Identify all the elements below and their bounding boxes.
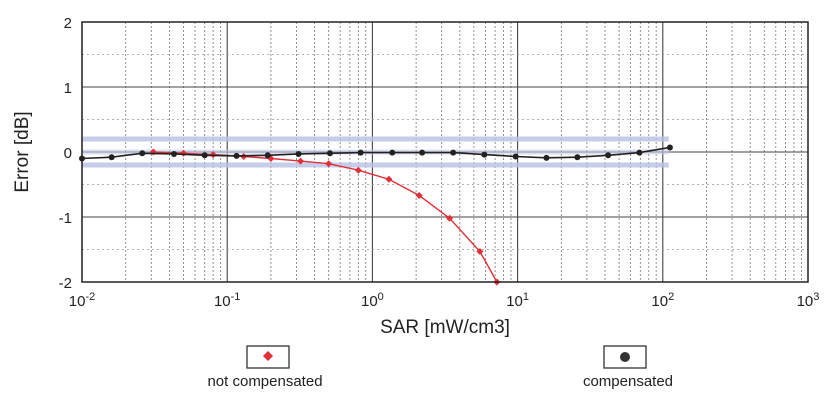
data-point-compensated: [512, 153, 519, 160]
data-point-compensated: [389, 149, 396, 156]
data-point-compensated: [574, 154, 581, 161]
data-point-compensated: [636, 149, 643, 156]
data-point-compensated: [108, 154, 115, 161]
series-layer: [79, 144, 673, 286]
legend-item-not-compensated: not compensated: [207, 345, 323, 390]
legend-item-compensated: compensated: [583, 345, 673, 390]
data-point-not-compensated: [325, 160, 333, 168]
x-tick-label: 101: [506, 291, 529, 310]
y-tick-label: 1: [64, 80, 72, 97]
data-point-compensated: [481, 151, 488, 158]
tolerance-line: [82, 162, 669, 168]
x-axis-title: SAR [mW/cm3]: [380, 317, 510, 338]
plot-frame: [81, 21, 809, 283]
legend-label-compensated: compensated: [583, 373, 673, 390]
data-point-not-compensated: [297, 157, 305, 165]
legend-diamond-icon: [263, 351, 273, 361]
y-tick-label: 2: [64, 15, 72, 32]
data-point-compensated: [605, 152, 612, 159]
data-point-not-compensated: [476, 247, 484, 255]
data-point-not-compensated: [415, 192, 423, 200]
y-tick-label: -1: [59, 210, 72, 227]
data-point-compensated: [139, 150, 146, 157]
legend: not compensated compensated: [207, 345, 673, 390]
y-tick-label: 0: [64, 145, 72, 162]
y-tick-label: -2: [59, 275, 72, 292]
x-tick-label: 102: [651, 291, 674, 310]
data-point-not-compensated: [446, 214, 454, 222]
x-tick-label: 100: [361, 291, 384, 310]
data-point-compensated: [295, 150, 302, 157]
data-point-compensated: [419, 149, 426, 156]
data-point-compensated: [666, 144, 673, 151]
data-point-compensated: [450, 149, 457, 156]
legend-circle-icon: [620, 352, 630, 362]
tick-labels: 210-1-210-2 10-1 100 101 102 103: [59, 15, 820, 310]
data-point-not-compensated: [385, 175, 393, 183]
y-axis-title: Error [dB]: [12, 111, 33, 192]
data-point-compensated: [201, 152, 208, 159]
series-line-1: [81, 146, 671, 160]
data-point-compensated: [543, 154, 550, 161]
tolerance-line: [82, 136, 669, 142]
data-point-compensated: [264, 152, 271, 159]
data-point-not-compensated: [209, 151, 217, 159]
data-point-compensated: [357, 149, 364, 156]
data-point-compensated: [326, 150, 333, 157]
legend-label-not-compensated: not compensated: [207, 373, 322, 390]
data-point-compensated: [233, 152, 240, 159]
x-tick-label: 10-2: [69, 291, 95, 310]
data-point-compensated: [170, 150, 177, 157]
x-tick-label: 103: [797, 291, 820, 310]
data-point-not-compensated: [354, 166, 362, 174]
x-tick-label: 10-1: [214, 291, 240, 310]
